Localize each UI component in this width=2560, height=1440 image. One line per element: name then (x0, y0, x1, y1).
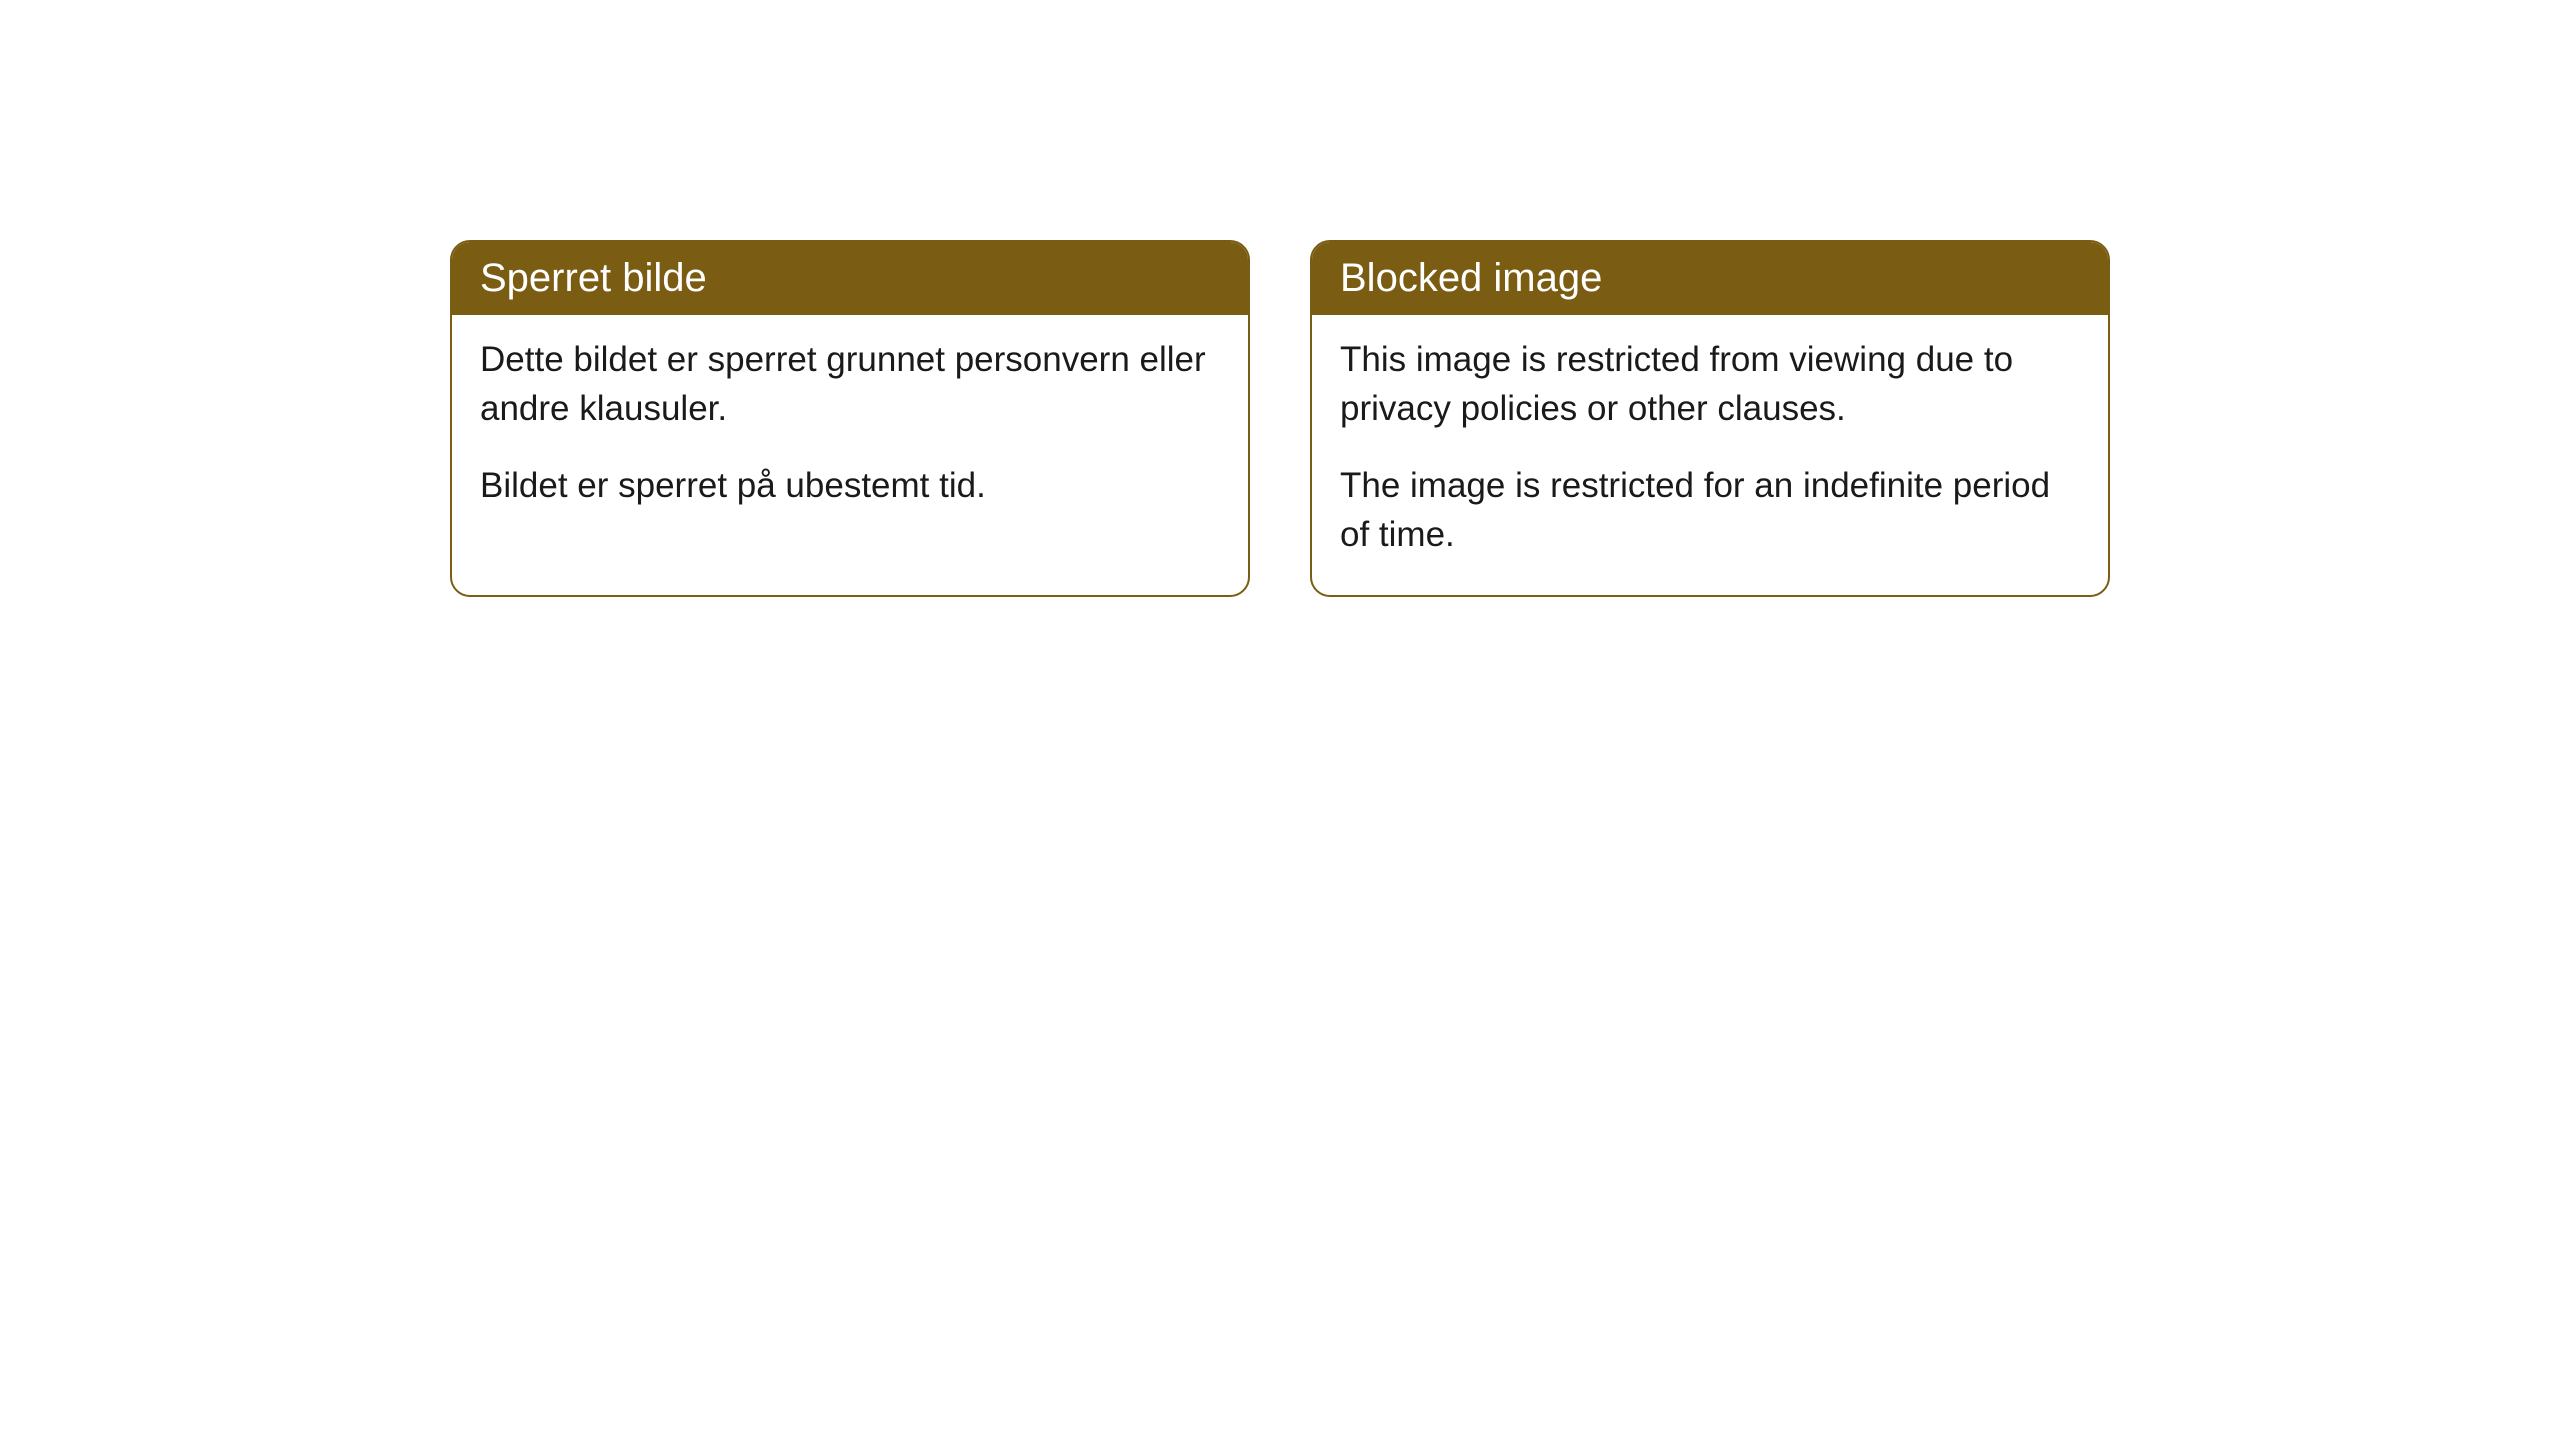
card-para2-english: The image is restricted for an indefinit… (1340, 461, 2080, 559)
blocked-image-card-norwegian: Sperret bilde Dette bildet er sperret gr… (450, 240, 1250, 597)
card-para2-norwegian: Bildet er sperret på ubestemt tid. (480, 461, 1220, 510)
blocked-image-card-english: Blocked image This image is restricted f… (1310, 240, 2110, 597)
card-header-english: Blocked image (1312, 242, 2108, 315)
card-para1-norwegian: Dette bildet er sperret grunnet personve… (480, 335, 1220, 433)
card-body-english: This image is restricted from viewing du… (1312, 315, 2108, 595)
card-para1-english: This image is restricted from viewing du… (1340, 335, 2080, 433)
blocked-image-cards-container: Sperret bilde Dette bildet er sperret gr… (450, 240, 2560, 597)
card-title-norwegian: Sperret bilde (480, 256, 707, 300)
card-header-norwegian: Sperret bilde (452, 242, 1248, 315)
card-body-norwegian: Dette bildet er sperret grunnet personve… (452, 315, 1248, 546)
card-title-english: Blocked image (1340, 256, 1602, 300)
